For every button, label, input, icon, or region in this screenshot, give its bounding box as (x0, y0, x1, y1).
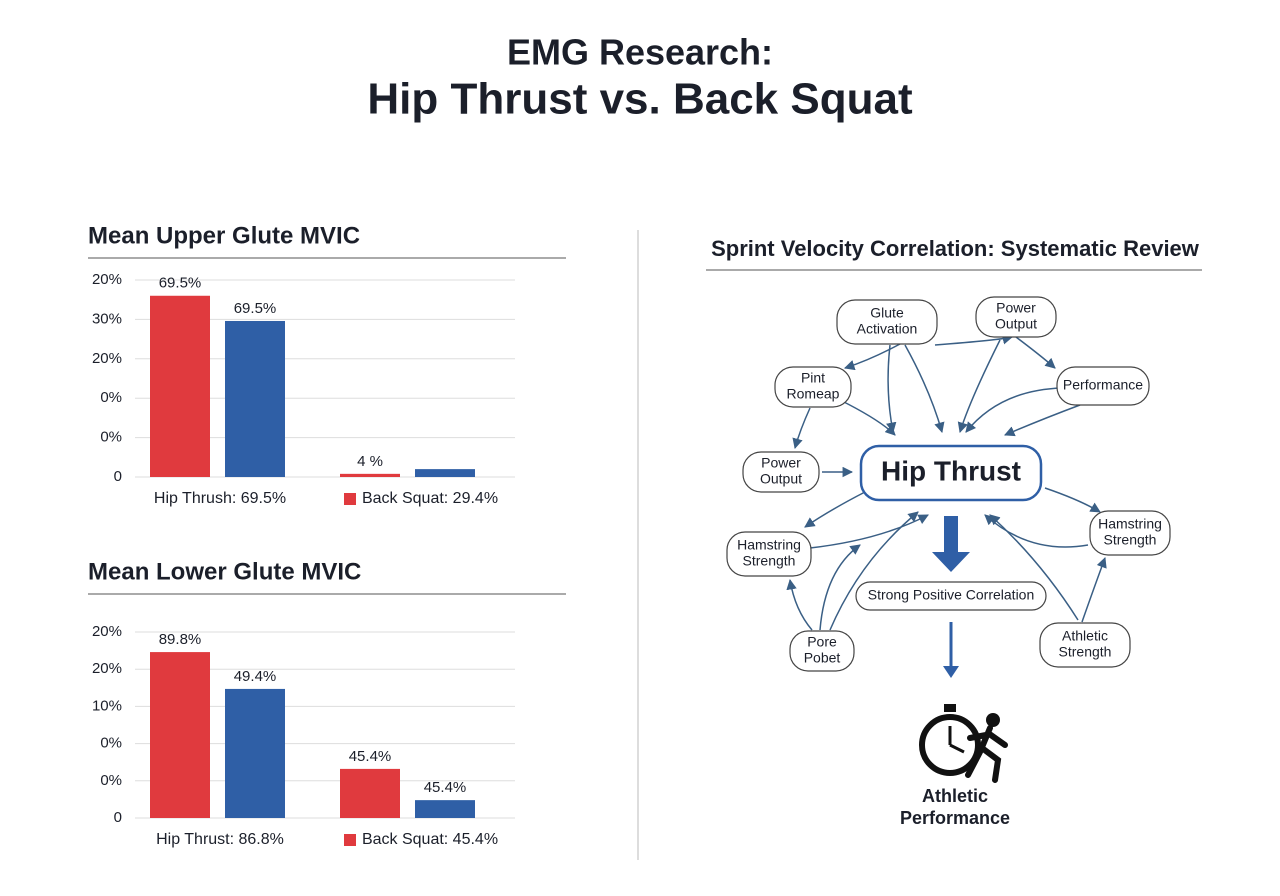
node-box (975, 296, 1057, 338)
arrow (1004, 404, 1081, 437)
bar (225, 320, 285, 477)
arrow (829, 511, 919, 631)
y-tick-label: 0 (114, 468, 122, 485)
x-tick-label: Back Squat: 29.4% (362, 490, 498, 507)
node-label: Performance (1063, 377, 1143, 393)
node-label: Strength (1104, 532, 1157, 548)
annotation: 69.5% (159, 275, 202, 292)
title-line1: EMG Research: (507, 32, 773, 73)
y-tick-label: 30% (92, 310, 122, 327)
legend-swatch (344, 493, 356, 505)
y-tick-label: 10% (92, 697, 122, 714)
node-label: Romeap (787, 386, 840, 402)
node-label: Glute (870, 305, 904, 321)
node-box (855, 581, 1047, 611)
diagram-title: Sprint Velocity Correlation: Systematic … (711, 236, 1200, 261)
node-label: Athletic (1062, 628, 1108, 644)
arrow (843, 343, 901, 371)
y-tick-label: 0% (100, 735, 122, 752)
diagram: Sprint Velocity Correlation: Systematic … (706, 236, 1202, 828)
node-box (836, 299, 938, 345)
node-label: Power (761, 455, 801, 471)
arrow (1044, 487, 1101, 513)
node-label: Strength (1059, 644, 1112, 660)
chart-title: Mean Upper Glute MVIC (88, 222, 360, 249)
node-box (859, 444, 1043, 502)
bar (150, 295, 210, 477)
y-tick-label: 0% (100, 389, 122, 406)
title-line2: Hip Thrust vs. Back Squat (367, 75, 913, 124)
annotation: 4 % (357, 453, 383, 470)
stopwatch-icon (919, 704, 1008, 783)
x-tick-label: Hip Thrust: 86.8% (156, 831, 284, 848)
arrow (804, 491, 866, 528)
node-label: Hamstring (1098, 516, 1162, 532)
y-tick-label: 0% (100, 429, 122, 446)
node-label: Pobet (804, 650, 841, 666)
arrow (786, 578, 813, 631)
node-box (789, 630, 855, 672)
node-label: Pint (801, 370, 825, 386)
arrow (1015, 336, 1056, 369)
node-box (742, 451, 820, 493)
y-tick-label: 0% (100, 772, 122, 789)
y-tick-label: 20% (92, 350, 122, 367)
arrowhead (943, 666, 959, 678)
arrow (957, 339, 1001, 434)
node-label: Output (760, 471, 802, 487)
arrow (904, 344, 945, 434)
bar (415, 800, 475, 818)
annotation: 45.4% (424, 779, 467, 796)
node-label: Strong Positive Correlation (868, 587, 1035, 603)
y-tick-label: 20% (92, 623, 122, 640)
y-tick-label: 20% (92, 271, 122, 288)
arrow (989, 514, 1079, 621)
annotation: 45.4% (349, 748, 392, 765)
node-label: Hamstring (737, 537, 801, 553)
bar (150, 652, 210, 818)
x-tick-label: Hip Thrush: 69.5% (154, 490, 286, 507)
arrow (819, 544, 861, 631)
down-arrow (932, 516, 970, 572)
annotation: 69.5% (234, 300, 277, 317)
node-label: Pore (807, 634, 837, 650)
node-box (1056, 366, 1150, 406)
node-box (1089, 510, 1171, 556)
node-box (1039, 622, 1131, 668)
node-box (774, 366, 852, 408)
y-tick-label: 0 (114, 809, 122, 826)
node-box (726, 531, 812, 577)
arrow (965, 387, 1063, 433)
legend-swatch (344, 834, 356, 846)
node-label: Output (995, 316, 1037, 332)
bar (415, 469, 475, 477)
bar (225, 688, 285, 818)
chart-title: Mean Lower Glute MVIC (88, 558, 361, 585)
arrow (1081, 557, 1107, 623)
bar (340, 768, 400, 818)
annotation: 89.8% (159, 631, 202, 648)
node-label: Activation (857, 321, 918, 337)
node-label: Power (996, 300, 1036, 316)
x-tick-label: Back Squat: 45.4% (362, 831, 498, 848)
annotation: 49.4% (234, 668, 277, 685)
y-tick-label: 20% (92, 660, 122, 677)
node-label: Strength (743, 553, 796, 569)
node-label: Hip Thrust (881, 455, 1021, 486)
arrow (792, 407, 811, 450)
arrow (839, 399, 896, 436)
arrow (886, 344, 897, 434)
outcome-line2: Performance (900, 808, 1010, 828)
outcome-line1: Athletic (922, 786, 988, 806)
bar (340, 473, 400, 477)
